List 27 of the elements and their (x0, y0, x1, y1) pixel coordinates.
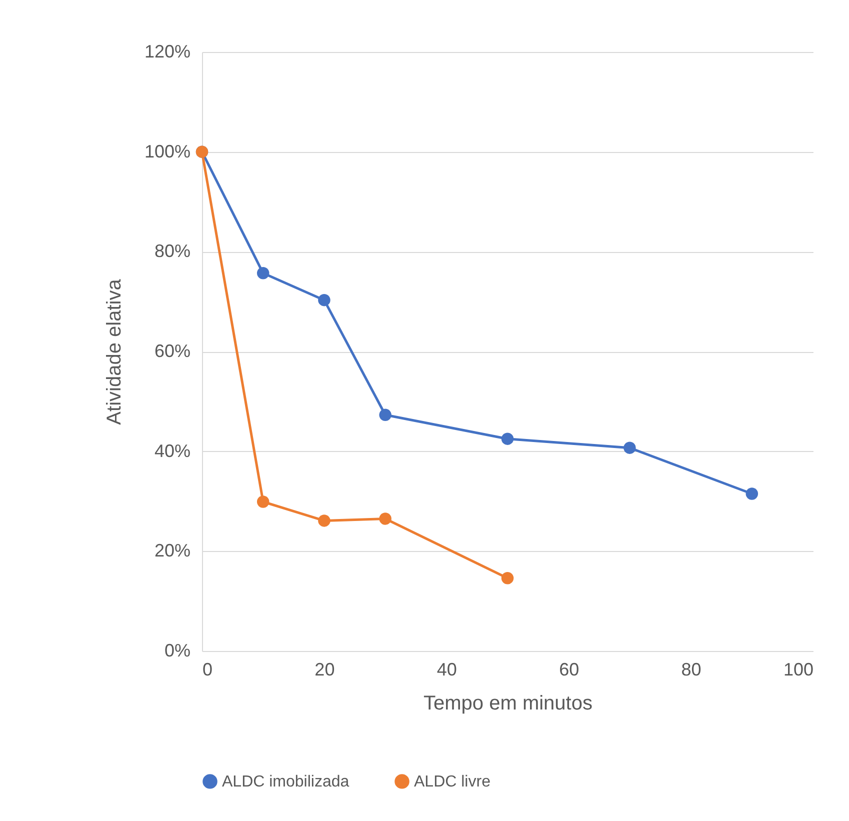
point (501, 432, 514, 445)
x-axis-title: Tempo em minutos (424, 692, 592, 714)
y-tick-label: 80% (154, 241, 190, 262)
point (379, 512, 392, 525)
x-tick-label: 40 (436, 660, 457, 680)
x-tick-label: 80 (681, 660, 702, 680)
x-tick-label: 0 (202, 660, 213, 680)
point (746, 488, 758, 500)
point (379, 408, 392, 422)
x-tick-label: 20 (314, 660, 335, 680)
point (256, 267, 270, 280)
point (624, 442, 636, 454)
y-tick-label: 60% (154, 341, 190, 361)
y-tick-label: 20% (154, 540, 190, 561)
x-tick-label: 100 (783, 660, 814, 680)
point (318, 514, 330, 527)
y-tick-label: 40% (154, 440, 190, 461)
legend-label: ALDC imobilizada (222, 773, 350, 790)
x-tick-label: 60 (559, 660, 580, 680)
y-tick-label: 100% (144, 141, 190, 162)
point (318, 294, 330, 306)
point (256, 496, 270, 508)
y-axis-title: Atividade elativa (103, 278, 126, 425)
point (501, 572, 514, 584)
legend-label: ALDC livre (414, 773, 491, 790)
y-tick-label: 0% (164, 640, 190, 660)
y-tick-label: 120% (144, 42, 190, 62)
